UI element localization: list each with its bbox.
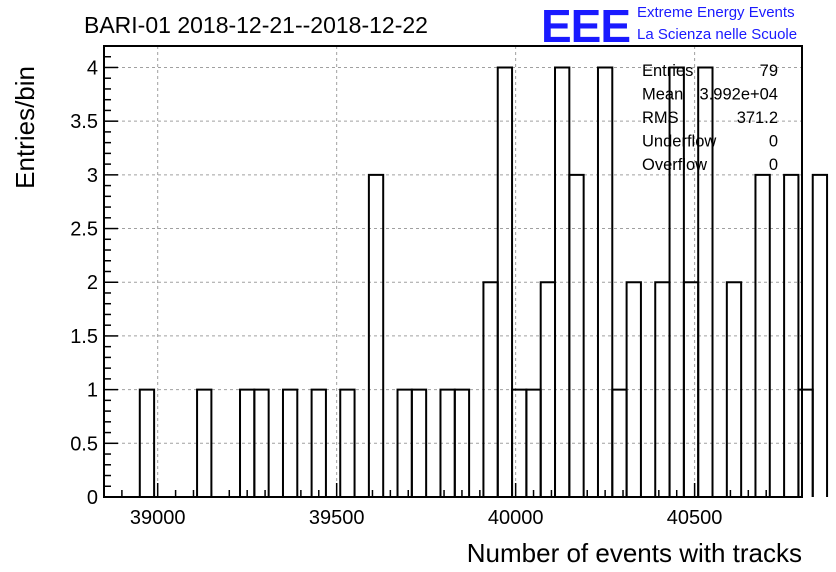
- y-axis-label: Entries/bin: [10, 66, 40, 189]
- y-tick-label: 2: [87, 272, 98, 294]
- stats-label: Mean: [642, 86, 683, 104]
- y-tick-label: 3: [87, 165, 98, 187]
- histogram-bin: [138, 388, 156, 497]
- stats-label: Entries: [642, 62, 693, 80]
- y-tick-label: 4: [87, 57, 98, 79]
- histogram-bin: [410, 388, 428, 497]
- histogram-bin: [453, 388, 471, 497]
- histogram-bin: [725, 281, 743, 497]
- histogram-bin: [496, 66, 514, 497]
- stats-label: Underflow: [642, 133, 716, 151]
- logo-mark: EEE: [541, 0, 630, 52]
- y-tick-label: 0.5: [70, 433, 98, 455]
- y-tick-label: 1.5: [70, 326, 98, 348]
- histogram-bin: [596, 66, 614, 497]
- logo-line2: La Scienza nelle Scuole: [637, 26, 797, 43]
- y-tick-label: 3.5: [70, 111, 98, 133]
- histogram-bin: [783, 173, 800, 497]
- stats-value: 0: [769, 156, 778, 174]
- eee-logo: EEE Extreme Energy Events La Scienza nel…: [541, 0, 797, 52]
- stats-value: 371.2: [737, 109, 778, 127]
- histogram-bin: [568, 173, 585, 497]
- chart-title: BARI-01 2018-12-21--2018-12-22: [84, 12, 428, 38]
- histogram-bin: [310, 388, 327, 497]
- histogram-bin: [811, 173, 829, 497]
- histogram-series: [138, 66, 829, 497]
- x-axis-label: Number of events with tracks: [467, 538, 802, 568]
- logo-line1: Extreme Energy Events: [637, 4, 795, 21]
- histogram-bin: [625, 281, 642, 497]
- x-tick-label: 39500: [309, 507, 365, 529]
- histogram-bin: [339, 388, 356, 497]
- histogram-bin: [253, 388, 270, 497]
- stats-value: 0: [769, 133, 778, 151]
- y-tick-label: 0: [87, 487, 98, 509]
- histogram-bin: [281, 388, 299, 497]
- y-tick-label: 2.5: [70, 219, 98, 241]
- x-tick-label: 39000: [130, 507, 186, 529]
- stats-value: 79: [760, 62, 778, 80]
- x-tick-label: 40500: [667, 507, 723, 529]
- histogram-bin: [196, 388, 213, 497]
- histogram-bin: [367, 173, 385, 497]
- stats-label: Overflow: [642, 156, 707, 174]
- histogram-bin: [697, 66, 714, 497]
- histogram-bin: [754, 173, 771, 497]
- axes: 39000 39500 40000 40500 0 0.5 1 1.5 2 2.5 3 3.5 4: [70, 45, 803, 529]
- x-tick-label: 40000: [488, 507, 544, 529]
- stats-box: Entries 79 Mean 3.992e+04 RMS 371.2 Underflow 0…: [642, 62, 778, 174]
- stats-value: 3.992e+04: [700, 86, 778, 104]
- y-tick-label: 1: [87, 380, 98, 402]
- stats-label: RMS: [642, 109, 679, 127]
